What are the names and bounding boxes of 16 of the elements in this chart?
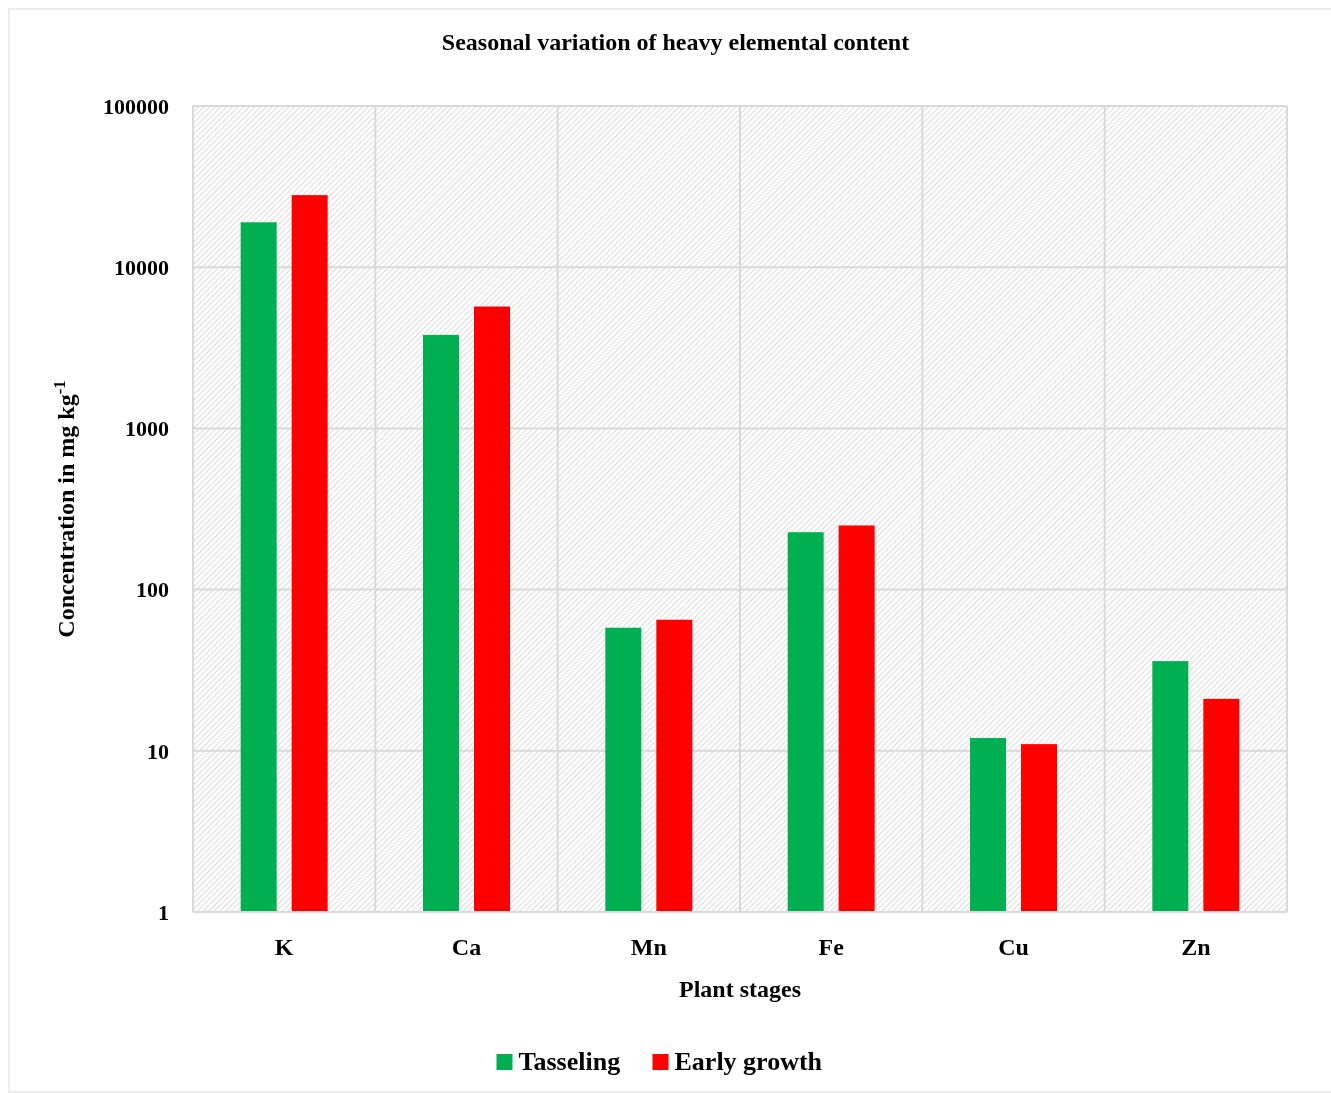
x-tick-label: Zn (1181, 934, 1211, 960)
y-tick-label: 100 (136, 577, 169, 603)
legend-label: Tasseling (518, 1047, 621, 1076)
y-tick-label: 10000 (114, 254, 169, 280)
y-tick-label: 10 (147, 738, 169, 764)
chart-title: Seasonal variation of heavy elemental content (441, 29, 910, 55)
x-tick-label: K (274, 934, 294, 960)
y-tick-label: 1 (158, 899, 169, 925)
legend-label: Early growth (674, 1047, 823, 1076)
y-tick-label: 1000 (125, 416, 169, 442)
x-tick-label: Ca (451, 934, 482, 960)
y-tick-label: 100000 (103, 93, 169, 119)
x-tick-label: Cu (998, 934, 1029, 960)
x-tick-label: Mn (630, 934, 667, 960)
x-axis-title: Plant stages (679, 976, 801, 1002)
x-tick-label: Fe (818, 934, 845, 960)
